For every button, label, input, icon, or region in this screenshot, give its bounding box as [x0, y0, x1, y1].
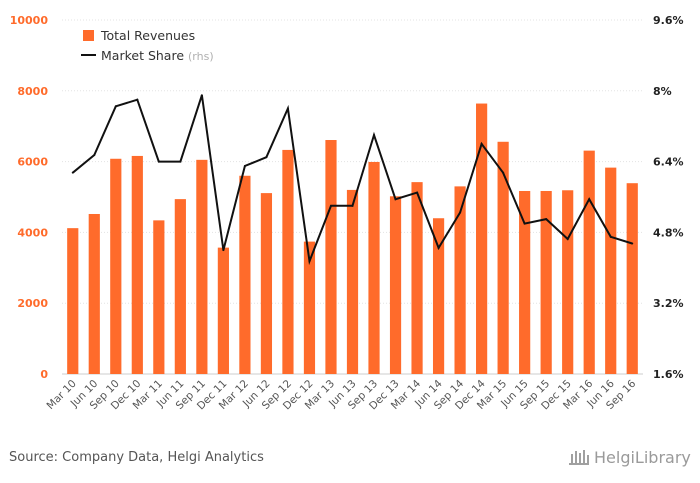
bar-total-revenues — [174, 199, 186, 374]
legend-label-market-share: Market Share — [101, 48, 184, 63]
point-market-share — [179, 160, 182, 163]
bar-total-revenues — [303, 241, 316, 374]
y-axis-left: 0 2000 4000 6000 8000 10000 — [10, 14, 49, 381]
y-left-tick-label: 6000 — [17, 156, 48, 169]
bar-total-revenues — [131, 155, 143, 374]
helgi-library-logo[interactable]: HelgiLibrary — [568, 448, 691, 470]
y-left-tick-label: 0 — [40, 368, 48, 381]
point-market-share — [609, 235, 612, 238]
library-building-icon — [568, 448, 590, 470]
point-market-share — [502, 171, 505, 174]
bar-total-revenues — [497, 141, 509, 374]
bar-total-revenues — [196, 159, 208, 374]
point-market-share — [394, 198, 397, 201]
y-right-tick-label: 8% — [653, 85, 672, 98]
bar-total-revenues — [217, 247, 229, 374]
y-left-tick-label: 2000 — [17, 297, 48, 310]
bar-total-revenues — [605, 167, 617, 374]
point-market-share — [308, 260, 311, 263]
point-market-share — [243, 165, 246, 168]
legend: Total Revenues Market Share (rhs) — [81, 28, 214, 63]
legend-label-market-share-group: Market Share (rhs) — [101, 48, 214, 63]
bar-total-revenues — [239, 175, 251, 374]
point-market-share — [222, 249, 225, 252]
point-market-share — [200, 94, 203, 97]
market-share-line — [71, 94, 634, 266]
revenue-bars — [67, 103, 638, 374]
logo-text: HelgiLibrary — [594, 448, 691, 467]
bar-total-revenues — [282, 149, 294, 374]
point-market-share — [588, 198, 591, 201]
bar-total-revenues — [476, 103, 488, 374]
point-market-share — [545, 218, 548, 221]
bar-total-revenues — [583, 150, 595, 374]
bar-total-revenues — [562, 190, 574, 374]
bar-total-revenues — [368, 161, 380, 374]
y-right-tick-label: 9.6% — [653, 14, 684, 27]
point-market-share — [523, 222, 526, 225]
legend-label-total-revenues: Total Revenues — [100, 28, 195, 43]
bar-total-revenues — [110, 158, 122, 374]
point-market-share — [114, 105, 117, 108]
bar-total-revenues — [67, 228, 79, 374]
point-market-share — [459, 211, 462, 214]
legend-label-rhs: (rhs) — [188, 50, 214, 63]
bar-total-revenues — [346, 189, 359, 374]
bar-total-revenues — [626, 183, 638, 374]
point-market-share — [566, 238, 569, 241]
point-market-share — [437, 246, 440, 249]
bar-total-revenues — [454, 186, 466, 374]
point-market-share — [416, 191, 419, 194]
point-market-share — [71, 171, 74, 174]
combo-chart: 0 2000 4000 6000 8000 10000 1.6% 3.2% 4.8% 6.4% 8… — [10, 14, 684, 412]
point-market-share — [480, 142, 483, 145]
y-right-tick-label: 6.4% — [653, 156, 684, 169]
y-axis-right: 1.6% 3.2% 4.8% 6.4% 8% 9.6% — [653, 14, 684, 381]
point-market-share — [373, 134, 376, 137]
y-left-tick-label: 4000 — [17, 226, 48, 239]
point-market-share — [329, 204, 332, 207]
source-note: Source: Company Data, Helgi Analytics — [9, 450, 264, 465]
bar-total-revenues — [411, 182, 423, 374]
bar-total-revenues — [153, 220, 165, 374]
bar-total-revenues — [88, 213, 100, 374]
point-market-share — [157, 160, 160, 163]
y-right-tick-label: 4.8% — [653, 226, 684, 239]
y-right-tick-label: 3.2% — [653, 297, 684, 310]
bar-total-revenues — [389, 196, 402, 374]
legend-swatch-total-revenues — [83, 30, 94, 41]
bar-total-revenues — [432, 218, 445, 374]
y-left-tick-label: 8000 — [17, 85, 48, 98]
y-right-tick-label: 1.6% — [653, 368, 684, 381]
bar-total-revenues — [260, 193, 273, 374]
point-market-share — [265, 156, 268, 159]
bar-total-revenues — [325, 140, 337, 374]
point-market-share — [631, 242, 634, 245]
point-market-share — [136, 98, 139, 101]
point-market-share — [351, 204, 354, 207]
bar-total-revenues — [540, 190, 552, 374]
y-left-tick-label: 10000 — [10, 14, 49, 27]
point-market-share — [286, 107, 289, 110]
bar-total-revenues — [519, 190, 531, 374]
point-market-share — [93, 153, 96, 156]
